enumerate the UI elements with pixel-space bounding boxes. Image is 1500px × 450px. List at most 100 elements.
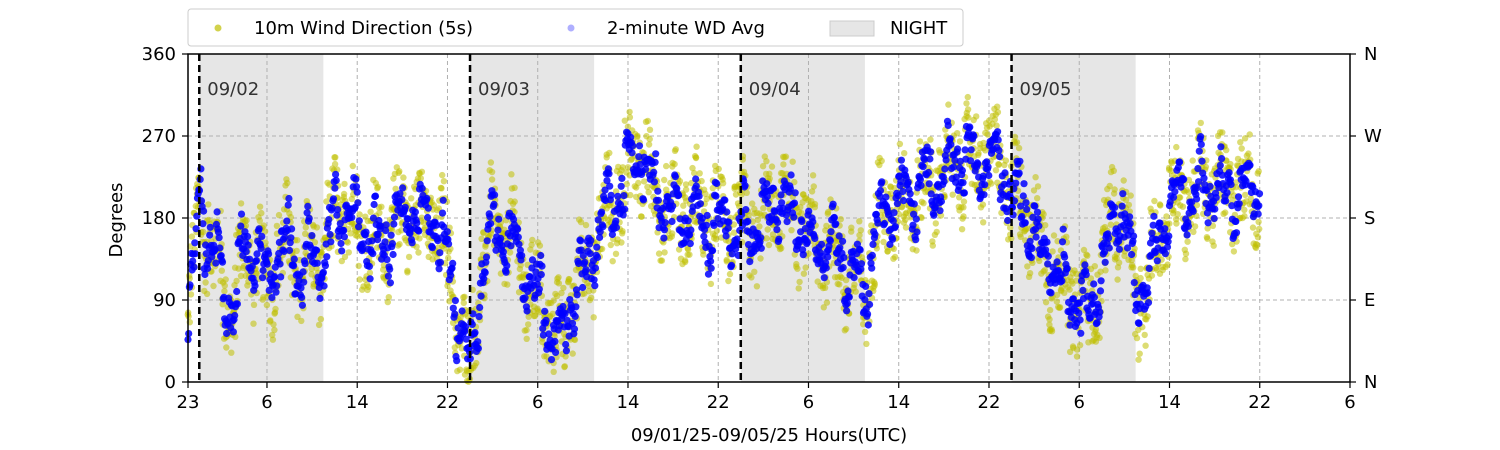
wd-avg-point-1045 [891,223,900,231]
wind-direction-point-556 [435,205,442,212]
wind-direction-point-1051 [658,257,666,264]
wd-avg-point-7 [189,257,197,265]
wd-avg-point-109 [258,232,266,240]
wd-avg-point-383 [443,228,451,236]
wind-direction-point-1954 [1066,286,1073,293]
wind-direction-point-1796 [994,103,1001,110]
wd-avg-point-424 [471,329,479,337]
wd-avg-point-742 [686,240,694,248]
wd-avg-point-1255 [1033,208,1042,216]
wind-direction-point-895 [588,294,595,301]
wind-direction-point-1202 [726,270,734,278]
wd-avg-point-1071 [909,221,917,229]
wd-avg-point-1176 [980,191,988,199]
wind-direction-point-1314 [778,245,785,252]
wd-avg-point-1553 [1235,200,1243,208]
wd-avg-point-611 [598,208,606,216]
wd-avg-point-1322 [1079,286,1087,294]
wd-avg-point-325 [404,215,412,223]
wd-avg-point-208 [325,216,333,224]
wd-avg-point-1368 [1110,210,1118,218]
wd-avg-point-606 [594,216,602,224]
wd-avg-point-521 [537,251,545,260]
wd-avg-point-870 [773,226,781,234]
wd-avg-point-1059 [901,166,909,174]
wind-direction-point-1626 [918,214,925,222]
wd-avg-point-1443 [1161,225,1169,233]
wd-avg-point-1325 [1081,261,1089,269]
wd-avg-point-453 [491,191,499,199]
wind-direction-point-2095 [1130,264,1137,271]
wind-direction-point-1024 [645,141,653,148]
wd-avg-point-169 [298,301,306,309]
wind-direction-point-1934 [1056,304,1064,311]
wd-avg-point-152 [287,234,295,242]
wd-avg-point-227 [338,247,346,255]
wind-direction-point-604 [456,366,464,373]
wd-avg-point-294 [383,256,391,264]
axis-ticks: 23 6 14 22 6 14 22 6 14 22 6 14 22 6 0 90 180 270 360 N E S W N [142,44,1382,413]
wind-direction-point-762 [528,241,535,248]
wind-direction-point-1814 [1002,157,1010,164]
wd-avg-point-410 [461,323,470,331]
wind-direction-point-57 [210,282,217,290]
wd-avg-point-191 [313,259,321,267]
wd-avg-point-149 [285,194,293,203]
wind-direction-point-2114 [1137,265,1144,272]
wd-avg-point-487 [514,225,522,233]
wind-direction-point-1825 [1008,235,1015,242]
wd-avg-point-641 [618,174,626,182]
wd-avg-point-293 [382,221,390,229]
wind-direction-point-981 [627,191,634,199]
wd-avg-point-171 [300,278,308,286]
wd-avg-point-45 [214,228,223,236]
wind-direction-point-815 [551,333,558,340]
wd-avg-point-1088 [920,155,929,164]
wind-direction-point-1264 [754,216,762,224]
wind-direction-point-119 [237,272,245,280]
wind-direction-point-846 [566,276,573,283]
right-tick-label-1: E [1364,290,1375,311]
wd-avg-point-1360 [1105,234,1113,242]
wind-direction-point-1025 [646,126,654,133]
wind-direction-point-740 [517,261,524,269]
wd-avg-point-623 [606,182,614,190]
wd-avg-point-926 [811,234,819,243]
wd-avg-point-203 [321,262,329,270]
wind-direction-point-2075 [1120,177,1127,184]
wind-direction-point-202 [275,211,283,219]
wd-avg-point-41 [212,259,220,267]
wd-avg-point-632 [612,217,620,225]
wind-direction-point-719 [508,171,515,178]
wind-direction-point-1943 [1061,289,1068,296]
wind-direction-point-220 [283,176,290,183]
wind-direction-point-2344 [1242,191,1249,199]
wd-avg-point-128 [271,273,279,281]
wd-avg-point-22 [199,220,207,228]
wind-direction-point-1416 [823,299,831,306]
wind-direction-point-652 [478,235,485,242]
wd-avg-point-251 [354,199,362,207]
wd-avg-point-1133 [951,156,959,164]
wd-avg-point-751 [692,182,700,190]
wd-avg-point-1238 [1022,199,1030,207]
wind-direction-point-1480 [852,288,859,295]
wd-avg-point-89 [244,241,252,249]
wind-direction-point-154 [253,270,260,277]
wd-avg-point-1144 [958,166,967,175]
wd-avg-point-67 [229,328,237,336]
wd-avg-point-205 [323,253,331,261]
wd-avg-point-1444 [1161,250,1169,258]
wd-avg-point-1019 [874,219,882,227]
wd-avg-point-1077 [913,228,921,236]
wd-avg-point-575 [573,291,581,299]
wd-avg-point-877 [778,199,786,207]
wind-direction-point-2342 [1241,213,1248,220]
wd-avg-point-1391 [1126,213,1134,221]
wind-direction-point-1588 [901,150,908,157]
wd-avg-point-1207 [1001,169,1009,177]
wd-avg-point-1432 [1153,257,1161,265]
wind-direction-point-2172 [1164,261,1171,268]
wind-direction-point-824 [555,280,563,287]
x-tick-label-11: 14 [1158,392,1181,413]
